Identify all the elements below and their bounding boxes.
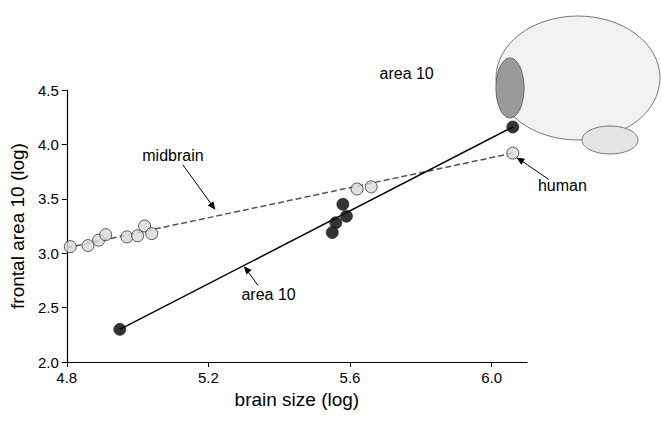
svg-text:area 10: area 10 bbox=[379, 65, 433, 82]
svg-text:5.2: 5.2 bbox=[198, 369, 219, 386]
svg-text:midbrain: midbrain bbox=[142, 147, 203, 164]
svg-text:3.5: 3.5 bbox=[38, 190, 59, 207]
svg-text:5.6: 5.6 bbox=[340, 369, 361, 386]
svg-text:human: human bbox=[538, 177, 587, 194]
svg-text:6.0: 6.0 bbox=[481, 369, 502, 386]
svg-text:area 10: area 10 bbox=[241, 286, 295, 303]
svg-text:3.0: 3.0 bbox=[38, 245, 59, 262]
svg-text:frontal area 10 (log): frontal area 10 (log) bbox=[7, 143, 28, 309]
svg-text:4.0: 4.0 bbox=[38, 136, 59, 153]
svg-text:4.8: 4.8 bbox=[56, 369, 77, 386]
svg-text:2.5: 2.5 bbox=[38, 299, 59, 316]
svg-text:2.0: 2.0 bbox=[38, 354, 59, 371]
svg-text:4.5: 4.5 bbox=[38, 82, 59, 99]
svg-text:brain size (log): brain size (log) bbox=[235, 389, 360, 410]
